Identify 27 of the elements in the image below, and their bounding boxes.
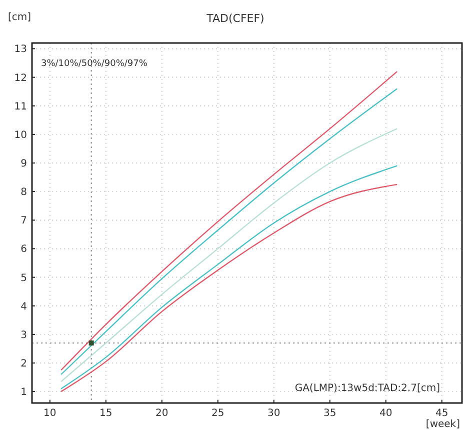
chart-title: TAD(CFEF) — [206, 12, 264, 25]
x-tick-label: 40 — [379, 408, 392, 419]
x-tick-label: 45 — [435, 408, 448, 419]
y-tick-label: 1 — [20, 387, 27, 398]
x-tick-label: 10 — [44, 408, 56, 419]
y-tick-label: 12 — [14, 72, 27, 84]
x-tick-label: 30 — [268, 408, 280, 419]
y-tick-label: 8 — [20, 187, 27, 198]
y-tick-label: 5 — [20, 272, 27, 284]
y-tick-label: 4 — [20, 301, 27, 312]
x-tick-label: 15 — [100, 408, 112, 419]
y-tick-label: 3 — [20, 330, 27, 341]
x-tick-label: 35 — [323, 408, 336, 419]
x-tick-label: 25 — [212, 408, 224, 419]
y-tick-label: 2 — [20, 358, 27, 370]
annotation: 3%/10%/50%/90%/97% — [41, 59, 148, 69]
y-tick-label: 10 — [14, 130, 27, 141]
x-axis-title: [week] — [426, 419, 460, 430]
annotation: GA(LMP):13w5d:TAD:2.7[cm] — [294, 383, 440, 394]
y-tick-label: 7 — [20, 216, 27, 227]
x-tick-label: 20 — [156, 408, 168, 419]
y-axis-title: [cm] — [8, 12, 32, 23]
line-series — [60, 128, 398, 382]
y-tick-label: 9 — [20, 158, 27, 170]
y-tick-label: 6 — [20, 244, 27, 256]
y-tick-label: 13 — [14, 44, 27, 56]
y-tick-label: 11 — [14, 101, 27, 112]
